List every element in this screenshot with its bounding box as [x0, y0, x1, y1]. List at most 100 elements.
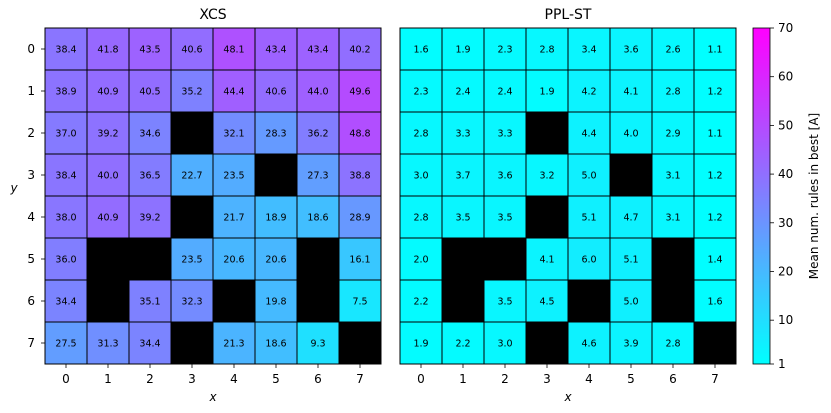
- heatmap-cell: [483, 321, 527, 365]
- obstacle-cell: [128, 237, 172, 281]
- ppl-st-title: PPL-ST: [545, 7, 592, 23]
- y-tick-label: 7: [27, 336, 35, 350]
- cell-value-label: 4.1: [623, 87, 638, 98]
- heatmap-cell: [212, 153, 256, 197]
- heatmap-cell: [399, 69, 443, 113]
- cell-value-label: 1.4: [707, 255, 722, 266]
- heatmap-cell: [338, 27, 382, 71]
- obstacle-cell: [296, 279, 340, 323]
- xcs-cell-labels: 38.4 41.8 43.5 40.6 48.1 43.4 43.4 40.2 38.9 40.9…: [55, 45, 370, 350]
- x-tick-label: 4: [585, 372, 593, 386]
- heatmap-cell: [212, 321, 256, 365]
- cell-value-label: 4.0: [623, 129, 638, 140]
- x-tick-label: 7: [711, 372, 719, 386]
- heatmap-cell: [296, 153, 340, 197]
- cell-value-label: 44.4: [223, 87, 244, 98]
- cell-value-label: 27.5: [55, 339, 76, 350]
- cell-value-label: 39.2: [139, 213, 160, 224]
- cell-value-label: 21.3: [223, 339, 244, 350]
- cell-value-label: 34.6: [139, 129, 160, 140]
- cell-value-label: 3.6: [623, 45, 638, 56]
- cell-value-label: 1.1: [707, 45, 722, 56]
- heatmap-cell: [651, 153, 695, 197]
- heatmap-cell: [483, 153, 527, 197]
- heatmap-cell: [338, 279, 382, 323]
- y-tick-label: 2: [27, 126, 35, 140]
- cell-value-label: 19.8: [265, 297, 286, 308]
- cell-value-label: 40.0: [97, 171, 118, 182]
- heatmap-cell: [693, 279, 737, 323]
- ppl-st-plot-frame: [399, 27, 737, 365]
- cell-value-label: 4.7: [623, 213, 638, 224]
- cell-value-label: 37.0: [55, 129, 76, 140]
- cell-value-label: 3.4: [581, 45, 596, 56]
- obstacle-cell: [338, 321, 382, 365]
- cell-value-label: 1.9: [455, 45, 470, 56]
- y-tick-label: 0: [27, 42, 35, 56]
- cell-value-label: 38.9: [55, 87, 76, 98]
- cell-value-label: 23.5: [181, 255, 202, 266]
- cell-value-label: 20.6: [223, 255, 244, 266]
- ppl-st-cells: [399, 27, 737, 365]
- cell-value-label: 9.3: [310, 339, 325, 350]
- heatmap-cell: [254, 27, 298, 71]
- y-tick-label: 3: [27, 168, 35, 182]
- heatmap-cell: [170, 279, 214, 323]
- heatmap-cell: [567, 27, 611, 71]
- x-tick-label: 1: [459, 372, 467, 386]
- obstacle-cell: [651, 279, 695, 323]
- obstacle-cell: [483, 237, 527, 281]
- cell-value-label: 4.1: [539, 255, 554, 266]
- heatmap-cell: [338, 111, 382, 155]
- xcs-cells: [44, 27, 382, 365]
- heatmap-cell: [525, 279, 569, 323]
- heatmap-cell: [86, 111, 130, 155]
- heatmap-cell: [86, 321, 130, 365]
- cell-value-label: 49.6: [349, 87, 370, 98]
- heatmap-cell: [296, 111, 340, 155]
- heatmap-cell: [693, 237, 737, 281]
- colorbar-tick-label: 1: [778, 357, 786, 371]
- xcs-x-axis-label: x: [208, 390, 217, 404]
- cell-value-label: 32.1: [223, 129, 244, 140]
- cell-value-label: 22.7: [181, 171, 202, 182]
- x-tick-label: 3: [188, 372, 196, 386]
- x-tick-label: 0: [62, 372, 70, 386]
- x-tick-label: 5: [272, 372, 280, 386]
- cell-value-label: 3.9: [623, 339, 638, 350]
- ppl-st-x-axis-label: x: [563, 390, 572, 404]
- colorbar-gradient: [752, 27, 771, 365]
- heatmap-cell: [212, 111, 256, 155]
- cell-value-label: 2.2: [413, 297, 428, 308]
- obstacle-cell: [86, 237, 130, 281]
- cell-value-label: 20.6: [265, 255, 286, 266]
- cell-value-label: 2.6: [665, 45, 680, 56]
- cell-value-label: 34.4: [139, 339, 160, 350]
- cell-value-label: 18.6: [265, 339, 286, 350]
- cell-value-label: 21.7: [223, 213, 244, 224]
- cell-value-label: 7.5: [352, 297, 367, 308]
- obstacle-cell: [441, 279, 485, 323]
- cell-value-label: 18.6: [307, 213, 328, 224]
- xcs-heatmap: XCS 38.4 41.8 43.5 40.6 48.1 43.4 43.4 40.2 38.9…: [9, 7, 382, 404]
- x-tick-label: 5: [627, 372, 635, 386]
- heatmap-cell: [693, 195, 737, 239]
- cell-value-label: 3.1: [665, 171, 680, 182]
- heatmap-cell: [609, 69, 653, 113]
- cell-value-label: 48.1: [223, 45, 244, 56]
- cell-value-label: 28.9: [349, 213, 370, 224]
- cell-value-label: 1.2: [707, 213, 722, 224]
- cell-value-label: 3.3: [497, 129, 512, 140]
- cell-value-label: 1.9: [413, 339, 428, 350]
- obstacle-cell: [525, 321, 569, 365]
- colorbar-tick-label: 10: [778, 313, 793, 327]
- cell-value-label: 5.0: [623, 297, 638, 308]
- heatmap-cell: [609, 279, 653, 323]
- heatmap-cell: [254, 279, 298, 323]
- heatmap-cell: [567, 195, 611, 239]
- heatmap-cell: [609, 237, 653, 281]
- colorbar-tick-label: 60: [778, 70, 793, 84]
- xcs-title: XCS: [199, 7, 226, 23]
- cell-value-label: 40.9: [97, 213, 118, 224]
- cell-value-label: 40.6: [265, 87, 286, 98]
